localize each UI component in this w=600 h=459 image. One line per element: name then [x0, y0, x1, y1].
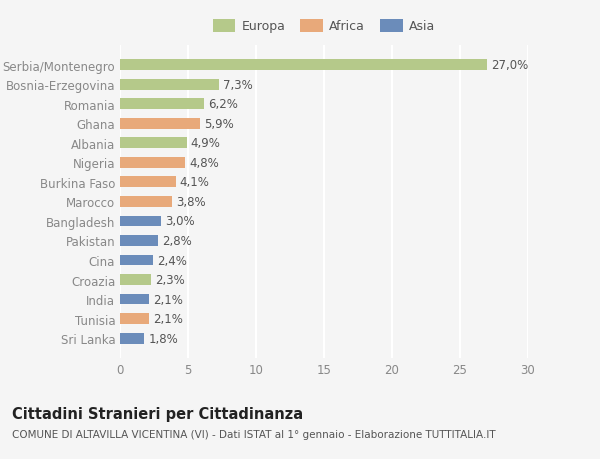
Text: 4,9%: 4,9% — [191, 137, 221, 150]
Text: 6,2%: 6,2% — [208, 98, 238, 111]
Text: 3,0%: 3,0% — [165, 215, 194, 228]
Bar — [120, 333, 145, 344]
Bar — [120, 118, 200, 129]
Text: 2,1%: 2,1% — [152, 293, 182, 306]
Text: 4,1%: 4,1% — [180, 176, 210, 189]
Bar — [120, 255, 152, 266]
Bar — [120, 294, 149, 305]
Text: COMUNE DI ALTAVILLA VICENTINA (VI) - Dati ISTAT al 1° gennaio - Elaborazione TUT: COMUNE DI ALTAVILLA VICENTINA (VI) - Dat… — [12, 429, 496, 439]
Bar — [120, 216, 161, 227]
Bar — [120, 274, 151, 285]
Text: 27,0%: 27,0% — [491, 59, 529, 72]
Text: 2,3%: 2,3% — [155, 274, 185, 286]
Bar — [120, 157, 185, 168]
Text: 2,4%: 2,4% — [157, 254, 187, 267]
Bar — [120, 235, 158, 246]
Bar — [120, 99, 205, 110]
Bar — [120, 79, 219, 90]
Text: 7,3%: 7,3% — [223, 78, 253, 91]
Legend: Europa, Africa, Asia: Europa, Africa, Asia — [213, 20, 435, 34]
Text: Cittadini Stranieri per Cittadinanza: Cittadini Stranieri per Cittadinanza — [12, 406, 303, 421]
Bar — [120, 60, 487, 71]
Text: 1,8%: 1,8% — [149, 332, 178, 345]
Text: 3,8%: 3,8% — [176, 196, 205, 208]
Bar — [120, 313, 149, 325]
Bar — [120, 138, 187, 149]
Bar — [120, 177, 176, 188]
Text: 2,8%: 2,8% — [162, 235, 192, 247]
Text: 2,1%: 2,1% — [152, 313, 182, 325]
Bar — [120, 196, 172, 207]
Text: 4,8%: 4,8% — [190, 157, 219, 169]
Text: 5,9%: 5,9% — [205, 118, 234, 130]
